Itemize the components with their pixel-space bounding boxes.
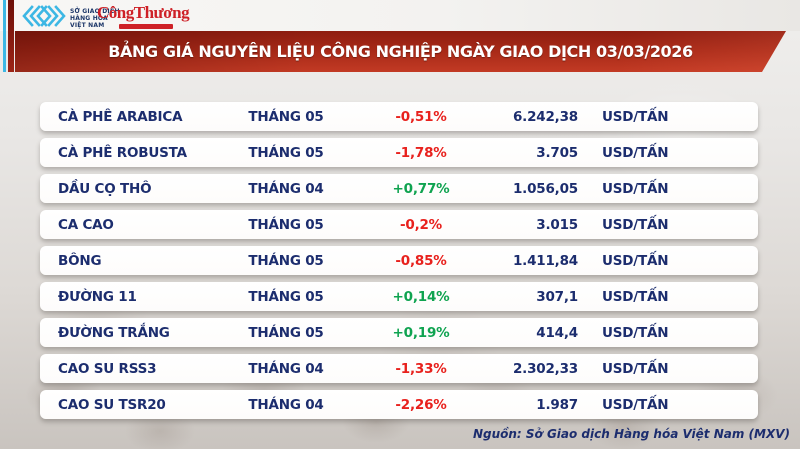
price-value: 3.015 xyxy=(536,216,578,233)
contract-month: THÁNG 05 xyxy=(248,216,324,233)
price-value: 3.705 xyxy=(536,144,578,161)
header-strip: SỞ GIAO DỊCH HÀNG HÓA VIỆT NAM CôngThươn… xyxy=(0,0,800,31)
price-value: 1.987 xyxy=(536,396,578,413)
table-row: BÔNG THÁNG 05 -0,85% 1.411,84 USD/TẤN xyxy=(40,246,758,275)
congthuong-logo-bar xyxy=(119,24,173,29)
change-percent: +0,77% xyxy=(392,180,450,197)
contract-month: THÁNG 05 xyxy=(248,144,324,161)
change-percent: +0,19% xyxy=(392,324,450,341)
table-row: DẦU CỌ THÔ THÁNG 04 +0,77% 1.056,05 USD/… xyxy=(40,174,758,203)
congthuong-logo: CôngThương xyxy=(97,3,190,29)
page-title: BẢNG GIÁ NGUYÊN LIỆU CÔNG NGHIỆP NGÀY GI… xyxy=(108,42,693,61)
price-unit: USD/TẤN xyxy=(602,360,669,377)
mxv-logo-line1: SỞ GIAO DỊCH xyxy=(70,7,120,15)
change-percent: -1,33% xyxy=(395,360,447,377)
price-unit: USD/TẤN xyxy=(602,108,669,125)
price-value: 414,4 xyxy=(536,324,578,341)
contract-month: THÁNG 05 xyxy=(248,288,324,305)
contract-month: THÁNG 04 xyxy=(248,180,324,197)
commodity-name: CAO SU TSR20 xyxy=(58,396,166,413)
commodity-name: ĐƯỜNG 11 xyxy=(58,288,137,305)
contract-month: THÁNG 04 xyxy=(248,360,324,377)
change-percent: -0,2% xyxy=(399,216,443,233)
commodity-name: BÔNG xyxy=(58,252,102,269)
table-row: CÀ PHÊ ARABICA THÁNG 05 -0,51% 6.242,38 … xyxy=(40,102,758,131)
price-value: 307,1 xyxy=(536,288,578,305)
contract-month: THÁNG 04 xyxy=(248,396,324,413)
congthuong-logo-text: CôngThương xyxy=(97,3,190,22)
table-row: CAO SU RSS3 THÁNG 04 -1,33% 2.302,33 USD… xyxy=(40,354,758,383)
price-unit: USD/TẤN xyxy=(602,324,669,341)
mxv-logo-line2: HÀNG HÓA xyxy=(70,14,108,22)
mxv-logo-line3: VIỆT NAM xyxy=(70,21,105,29)
change-percent: +0,14% xyxy=(392,288,450,305)
commodity-name: CÀ PHÊ ARABICA xyxy=(58,108,183,125)
table-row: CÀ PHÊ ROBUSTA THÁNG 05 -1,78% 3.705 USD… xyxy=(40,138,758,167)
table-row: ĐƯỜNG 11 THÁNG 05 +0,14% 307,1 USD/TẤN xyxy=(40,282,758,311)
change-percent: -0,51% xyxy=(395,108,447,125)
price-unit: USD/TẤN xyxy=(602,216,669,233)
price-unit: USD/TẤN xyxy=(602,288,669,305)
mxv-logo: SỞ GIAO DỊCH HÀNG HÓA VIỆT NAM xyxy=(22,4,120,32)
commodity-name: CAO SU RSS3 xyxy=(58,360,157,377)
price-table: CÀ PHÊ ARABICA THÁNG 05 -0,51% 6.242,38 … xyxy=(40,102,758,426)
table-row: CA CAO THÁNG 05 -0,2% 3.015 USD/TẤN xyxy=(40,210,758,239)
contract-month: THÁNG 05 xyxy=(248,108,324,125)
left-accent-stripe-red xyxy=(8,0,14,72)
price-unit: USD/TẤN xyxy=(602,180,669,197)
mxv-chevrons-icon xyxy=(22,4,66,32)
change-percent: -2,26% xyxy=(395,396,447,413)
price-value: 6.242,38 xyxy=(512,108,578,125)
commodity-name: CÀ PHÊ ROBUSTA xyxy=(58,144,187,161)
commodity-name: DẦU CỌ THÔ xyxy=(58,180,152,197)
title-banner: BẢNG GIÁ NGUYÊN LIỆU CÔNG NGHIỆP NGÀY GI… xyxy=(15,31,786,72)
price-value: 1.411,84 xyxy=(512,252,578,269)
table-row: CAO SU TSR20 THÁNG 04 -2,26% 1.987 USD/T… xyxy=(40,390,758,419)
mxv-logo-text: SỞ GIAO DỊCH HÀNG HÓA VIỆT NAM xyxy=(70,8,120,29)
price-unit: USD/TẤN xyxy=(602,252,669,269)
commodity-name: ĐƯỜNG TRẮNG xyxy=(58,324,170,341)
price-value: 2.302,33 xyxy=(512,360,578,377)
price-unit: USD/TẤN xyxy=(602,396,669,413)
table-row: ĐƯỜNG TRẮNG THÁNG 05 +0,19% 414,4 USD/TẤ… xyxy=(40,318,758,347)
price-value: 1.056,05 xyxy=(512,180,578,197)
contract-month: THÁNG 05 xyxy=(248,252,324,269)
source-note: Nguồn: Sở Giao dịch Hàng hóa Việt Nam (M… xyxy=(472,427,790,441)
price-unit: USD/TẤN xyxy=(602,144,669,161)
change-percent: -0,85% xyxy=(395,252,447,269)
contract-month: THÁNG 05 xyxy=(248,324,324,341)
commodity-name: CA CAO xyxy=(58,216,114,233)
change-percent: -1,78% xyxy=(395,144,447,161)
left-accent-stripe-cyan xyxy=(3,0,6,72)
